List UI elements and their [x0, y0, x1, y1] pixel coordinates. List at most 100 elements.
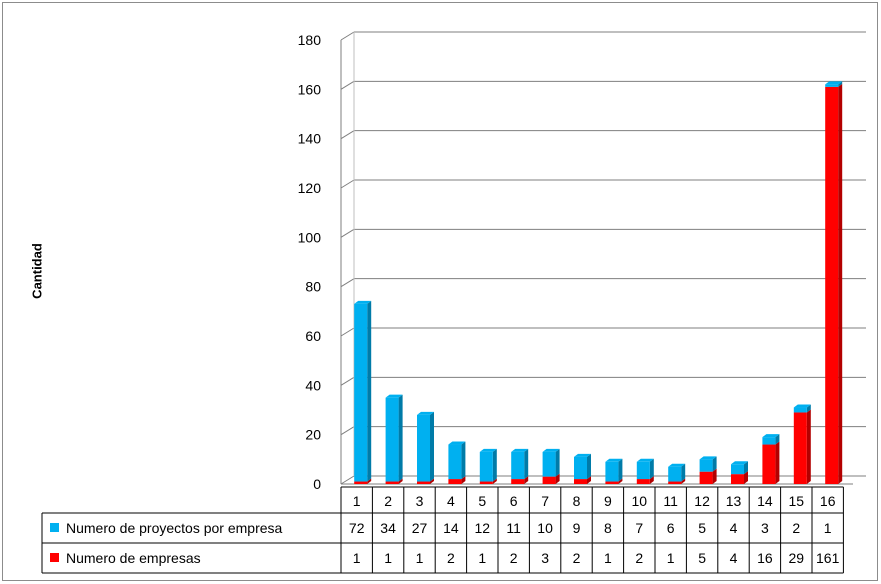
data-label: 29 [789, 550, 805, 566]
data-label: 14 [443, 520, 459, 536]
bar-empresas [699, 471, 713, 484]
data-label: 1 [384, 550, 392, 566]
legend-label: Numero de empresas [66, 550, 201, 566]
bar-top [542, 448, 560, 452]
bar-top [574, 453, 591, 457]
data-label: 10 [537, 520, 553, 536]
bar-top [417, 411, 434, 415]
bar-empresas-side [775, 441, 780, 484]
bar-empresas [762, 444, 776, 484]
legend-label: Numero de proyectos por empresa [66, 520, 283, 536]
bar-empresas [668, 481, 682, 484]
bar-proyectos-side [838, 81, 843, 87]
bar-empresas-side [555, 473, 560, 484]
y-tick-label: 80 [305, 279, 321, 295]
data-label: 8 [604, 520, 612, 536]
bar-top [605, 458, 623, 462]
bar-proyectos [636, 461, 650, 480]
bar-empresas [479, 481, 493, 484]
category-label: 3 [416, 493, 424, 509]
bar-empresas [385, 481, 399, 484]
data-label: 6 [667, 520, 675, 536]
data-label: 34 [380, 520, 396, 536]
bar-top [636, 458, 654, 462]
data-label: 1 [353, 550, 361, 566]
grid-depth-line [340, 376, 355, 386]
data-label: 7 [635, 520, 643, 536]
grid-depth-line [340, 179, 355, 189]
bar-top [385, 394, 403, 398]
data-label: 1 [478, 550, 486, 566]
data-label: 2 [573, 550, 581, 566]
y-tick-label: 100 [298, 229, 322, 245]
bar-proyectos [668, 466, 682, 482]
bar-proyectos-side [367, 300, 372, 482]
bar-proyectos [699, 459, 713, 472]
bar-empresas-side [587, 476, 591, 484]
bar-proyectos-side [649, 458, 654, 480]
data-label: 3 [541, 550, 549, 566]
bar-empresas [354, 481, 368, 484]
data-label: 4 [730, 550, 738, 566]
category-label: 16 [820, 493, 836, 509]
bar-top [825, 81, 843, 85]
data-label: 1 [667, 550, 675, 566]
bar-empresas-side [806, 409, 811, 484]
grid-depth-line [340, 31, 355, 41]
data-label: 16 [757, 550, 773, 566]
bar-proyectos-side [744, 461, 748, 475]
bar-empresas-side [430, 478, 434, 484]
grid-depth-line [340, 327, 355, 337]
bar-top [793, 404, 811, 408]
category-label: 6 [510, 493, 518, 509]
category-label: 4 [447, 493, 455, 509]
bar-empresas [511, 479, 525, 484]
bar-proyectos [605, 461, 619, 482]
bar-proyectos [762, 437, 776, 445]
grid-depth-line [340, 80, 355, 90]
y-tick-label: 0 [313, 476, 321, 492]
bar-proyectos [574, 456, 587, 480]
bar-proyectos-side [555, 448, 560, 477]
data-label: 1 [824, 520, 832, 536]
bar-top [731, 461, 748, 465]
bar-empresas [825, 86, 839, 484]
bar-proyectos [511, 451, 525, 480]
bar-empresas [793, 412, 807, 484]
bar-proyectos-side [430, 411, 434, 482]
bar-empresas-side [524, 476, 529, 484]
data-label: 161 [816, 550, 840, 566]
category-label: 9 [604, 493, 612, 509]
bar-empresas-side [712, 468, 717, 484]
data-label: 9 [573, 520, 581, 536]
y-tick-label: 140 [298, 131, 322, 147]
category-label: 11 [663, 493, 678, 509]
bar-proyectos-side [775, 434, 780, 445]
category-label: 8 [573, 493, 581, 509]
data-label: 2 [447, 550, 455, 566]
bar-proyectos [793, 407, 807, 413]
bar-empresas [448, 479, 462, 484]
data-label: 27 [412, 520, 428, 536]
bar-empresas-side [398, 478, 403, 484]
bar-top [511, 448, 529, 452]
bar-top [668, 463, 686, 467]
legend-key [50, 523, 59, 532]
data-label: 2 [635, 550, 643, 566]
y-tick-label: 60 [305, 328, 321, 344]
category-label: 7 [541, 493, 549, 509]
category-label: 2 [384, 493, 392, 509]
y-tick-label: 40 [305, 377, 321, 393]
category-label: 15 [789, 493, 805, 509]
grid-depth-line [340, 426, 355, 436]
bar-empresas-side [618, 478, 623, 484]
data-label: 5 [698, 520, 706, 536]
bar-empresas [731, 474, 744, 484]
bar-proyectos [385, 397, 399, 482]
category-label: 14 [757, 493, 773, 509]
bar-proyectos-side [398, 394, 403, 482]
bar-empresas [605, 481, 619, 484]
bar-empresas [542, 476, 556, 484]
legend-key [50, 553, 59, 562]
data-label: 1 [416, 550, 424, 566]
